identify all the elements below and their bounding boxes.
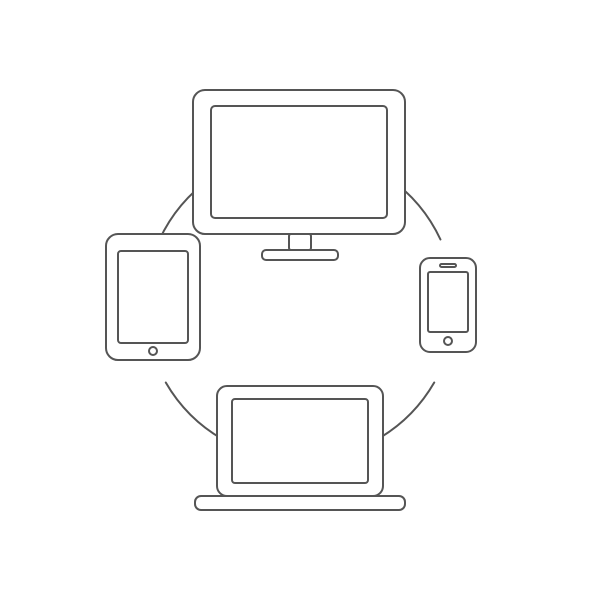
tablet-icon — [106, 234, 200, 360]
desktop-monitor-icon — [193, 90, 405, 260]
device-ring-diagram — [0, 0, 600, 600]
laptop-icon — [195, 386, 405, 510]
smartphone-icon — [420, 258, 476, 352]
